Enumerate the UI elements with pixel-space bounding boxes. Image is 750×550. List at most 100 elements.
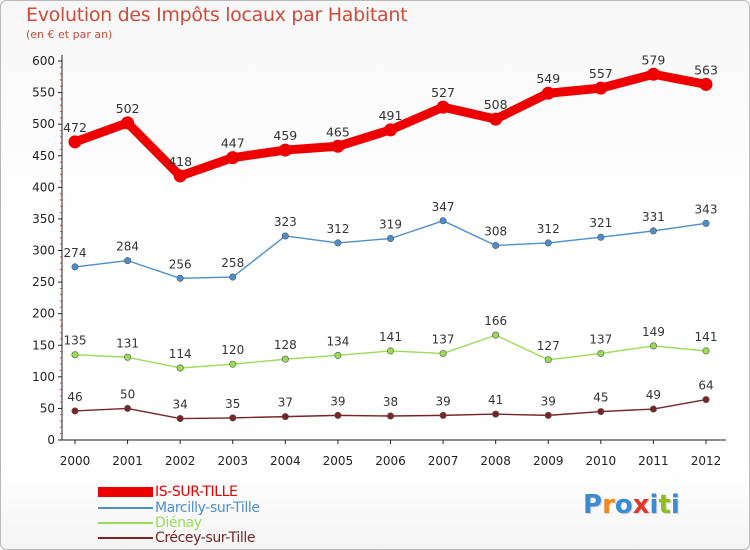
data-label: 38 — [383, 395, 398, 409]
legend-item: Diénay — [98, 514, 202, 531]
data-point — [702, 347, 710, 355]
data-point — [124, 404, 132, 412]
data-point — [597, 349, 605, 357]
data-label: 134 — [326, 334, 349, 348]
series-3: 135 131 114 120 128 134 141 137 166 127 137 149 141 — [64, 314, 718, 372]
data-label: 258 — [221, 256, 244, 270]
data-point — [702, 219, 710, 227]
y-tick-label: 350 — [32, 212, 55, 226]
data-label: 39 — [435, 394, 450, 408]
data-point — [281, 232, 289, 240]
legend-item: Crécey-sur-Tille — [98, 529, 256, 546]
legend-label: Marcilly-sur-Tille — [155, 499, 260, 516]
data-label: 141 — [379, 330, 402, 344]
data-point — [386, 347, 394, 355]
data-point — [436, 100, 450, 114]
data-point — [439, 411, 447, 419]
data-point — [544, 356, 552, 364]
data-label: 34 — [173, 398, 188, 412]
data-point — [384, 123, 397, 137]
data-point — [439, 349, 447, 357]
data-point — [281, 355, 289, 363]
data-label: 472 — [63, 120, 87, 135]
data-label: 45 — [593, 391, 608, 405]
data-label: 120 — [221, 343, 244, 357]
data-label: 46 — [67, 390, 82, 404]
legend-label: Crécey-sur-Tille — [155, 529, 256, 546]
data-point — [71, 407, 79, 415]
data-label: 579 — [641, 52, 665, 67]
data-label: 347 — [432, 200, 455, 214]
data-label: 64 — [698, 379, 713, 393]
data-label: 39 — [330, 394, 345, 408]
data-label: 343 — [695, 202, 718, 216]
data-label: 319 — [379, 217, 402, 231]
data-label: 323 — [274, 215, 297, 229]
x-tick-label: 2001 — [112, 454, 143, 468]
data-point — [229, 273, 237, 281]
y-tick-label: 300 — [32, 244, 55, 258]
data-point — [278, 143, 292, 157]
x-tick-label: 2012 — [691, 454, 722, 468]
x-tick-label: 2007 — [428, 454, 459, 468]
data-point — [124, 353, 132, 361]
data-label: 137 — [589, 332, 612, 346]
data-point — [121, 116, 135, 130]
y-tick-label: 150 — [32, 338, 55, 352]
data-label: 549 — [536, 71, 560, 86]
x-tick-label: 2009 — [533, 454, 564, 468]
data-point — [646, 67, 660, 81]
data-label: 127 — [537, 339, 560, 353]
data-point — [71, 351, 79, 359]
y-tick-label: 550 — [32, 86, 55, 100]
data-point — [541, 86, 555, 100]
data-label: 491 — [379, 108, 403, 123]
data-label: 418 — [168, 154, 192, 169]
x-tick-label: 2003 — [217, 454, 248, 468]
data-point — [226, 151, 240, 165]
data-point — [649, 342, 657, 350]
data-label: 39 — [541, 394, 556, 408]
y-tick-label: 100 — [32, 370, 55, 384]
logo-letter: x — [632, 490, 650, 520]
legend-swatch — [98, 536, 153, 539]
legend-label: IS-SUR-TILLE — [155, 483, 238, 500]
data-point — [702, 396, 710, 404]
data-label: 563 — [694, 62, 718, 77]
data-label: 256 — [169, 257, 192, 271]
data-label: 284 — [116, 240, 139, 254]
data-point — [699, 77, 713, 91]
data-label: 141 — [695, 330, 718, 344]
data-point — [597, 408, 605, 416]
data-point — [492, 331, 500, 339]
data-point — [597, 233, 605, 241]
data-label: 37 — [278, 396, 293, 410]
legend-label: Diénay — [155, 514, 202, 531]
chart-subtitle: (en € et par an) — [26, 28, 113, 41]
data-label: 131 — [116, 336, 139, 350]
y-tick-label: 500 — [32, 117, 55, 131]
data-label: 465 — [326, 124, 350, 139]
legend-item: Marcilly-sur-Tille — [98, 499, 260, 516]
data-label: 50 — [120, 387, 135, 401]
proxiti-logo: Proxiti — [583, 490, 680, 520]
series-2: 274 284 256 258 323 312 319 347 308 312 321 331 343 — [64, 200, 718, 282]
data-point — [594, 81, 608, 95]
logo-letter: i — [649, 490, 659, 520]
x-tick-label: 2000 — [60, 454, 91, 468]
data-label: 447 — [221, 136, 245, 151]
x-tick-label: 2011 — [638, 454, 669, 468]
data-point — [173, 169, 187, 183]
data-label: 274 — [64, 246, 87, 260]
logo-letter: o — [614, 490, 633, 520]
data-point — [492, 241, 500, 249]
x-tick-label: 2002 — [165, 454, 196, 468]
data-point — [281, 413, 289, 421]
data-point — [439, 217, 447, 225]
data-label: 137 — [432, 332, 455, 346]
data-point — [544, 239, 552, 247]
data-label: 502 — [116, 101, 140, 116]
x-tick-label: 2010 — [586, 454, 617, 468]
data-point — [334, 411, 342, 419]
data-point — [229, 360, 237, 368]
